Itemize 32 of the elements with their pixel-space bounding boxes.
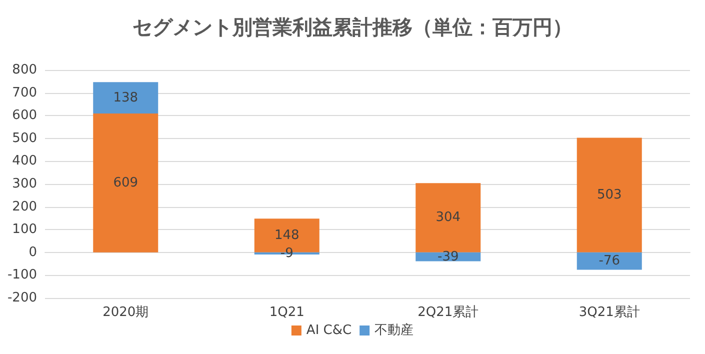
bar [416, 252, 481, 262]
bar [93, 82, 158, 114]
y-tick-label: 100 [12, 222, 37, 238]
legend-label: AI C&C [306, 323, 352, 338]
y-tick-label: -100 [7, 268, 37, 283]
y-tick-label: 600 [12, 108, 37, 124]
y-tick-label: -200 [7, 290, 37, 306]
y-tick-label: 800 [12, 62, 37, 78]
chart-title: セグメント別営業利益累計推移（単位：百万円） [132, 15, 572, 39]
y-tick-label: 500 [12, 130, 37, 146]
bar [576, 252, 642, 270]
data-label: 304 [436, 210, 461, 226]
data-label: -39 [438, 249, 459, 264]
y-tick-label: 700 [12, 85, 37, 100]
data-label: 503 [596, 188, 622, 203]
x-tick-label: 2Q21累計 [418, 305, 479, 320]
legend-label: 不動産 [374, 322, 414, 338]
bar [416, 183, 481, 252]
data-label: -76 [598, 254, 620, 269]
data-label: -9 [280, 246, 294, 261]
data-label: 148 [274, 228, 300, 244]
y-tick-label: 200 [12, 199, 37, 214]
y-tick-label: 400 [12, 154, 37, 169]
x-tick-label: 3Q21累計 [578, 305, 640, 320]
data-label: 138 [113, 90, 138, 106]
bar [93, 114, 158, 252]
x-tick-label: 1Q21 [269, 305, 304, 320]
x-tick-label: 2020期 [102, 305, 149, 320]
y-tick-label: 0 [28, 244, 37, 260]
data-label: 609 [113, 175, 138, 190]
y-tick-label: 300 [12, 176, 37, 192]
bar [576, 138, 642, 252]
